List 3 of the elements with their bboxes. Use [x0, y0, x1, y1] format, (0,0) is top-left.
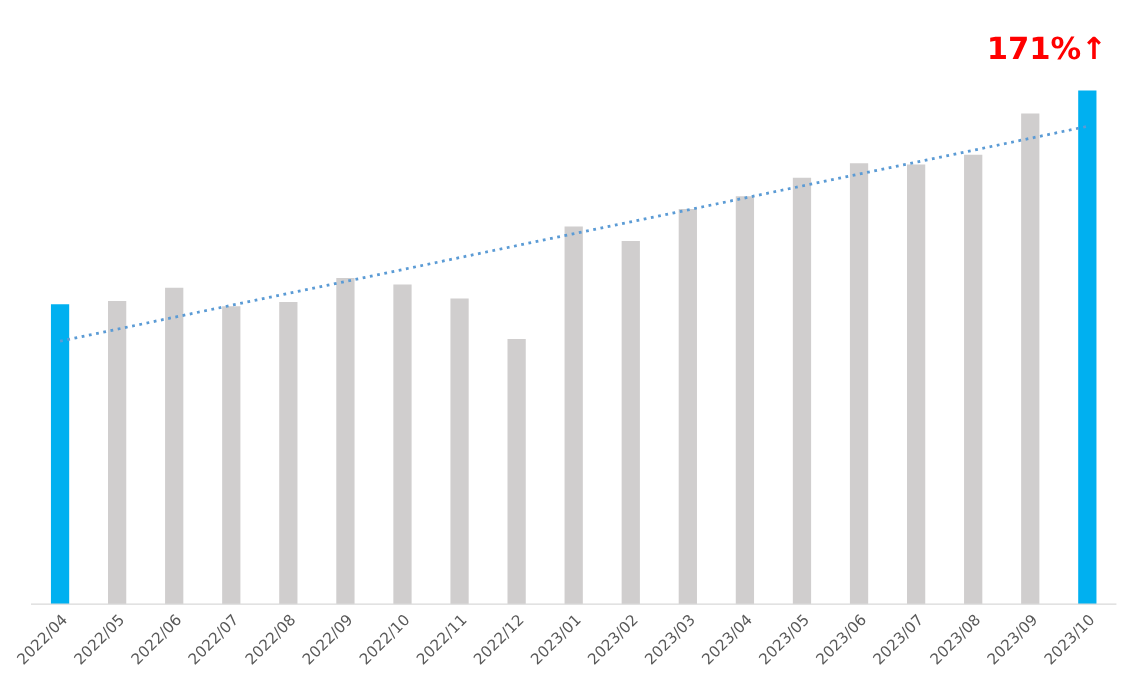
annotation: 171%↑: [990, 36, 1101, 60]
bar: [50, 304, 70, 605]
bar: [1078, 90, 1097, 605]
